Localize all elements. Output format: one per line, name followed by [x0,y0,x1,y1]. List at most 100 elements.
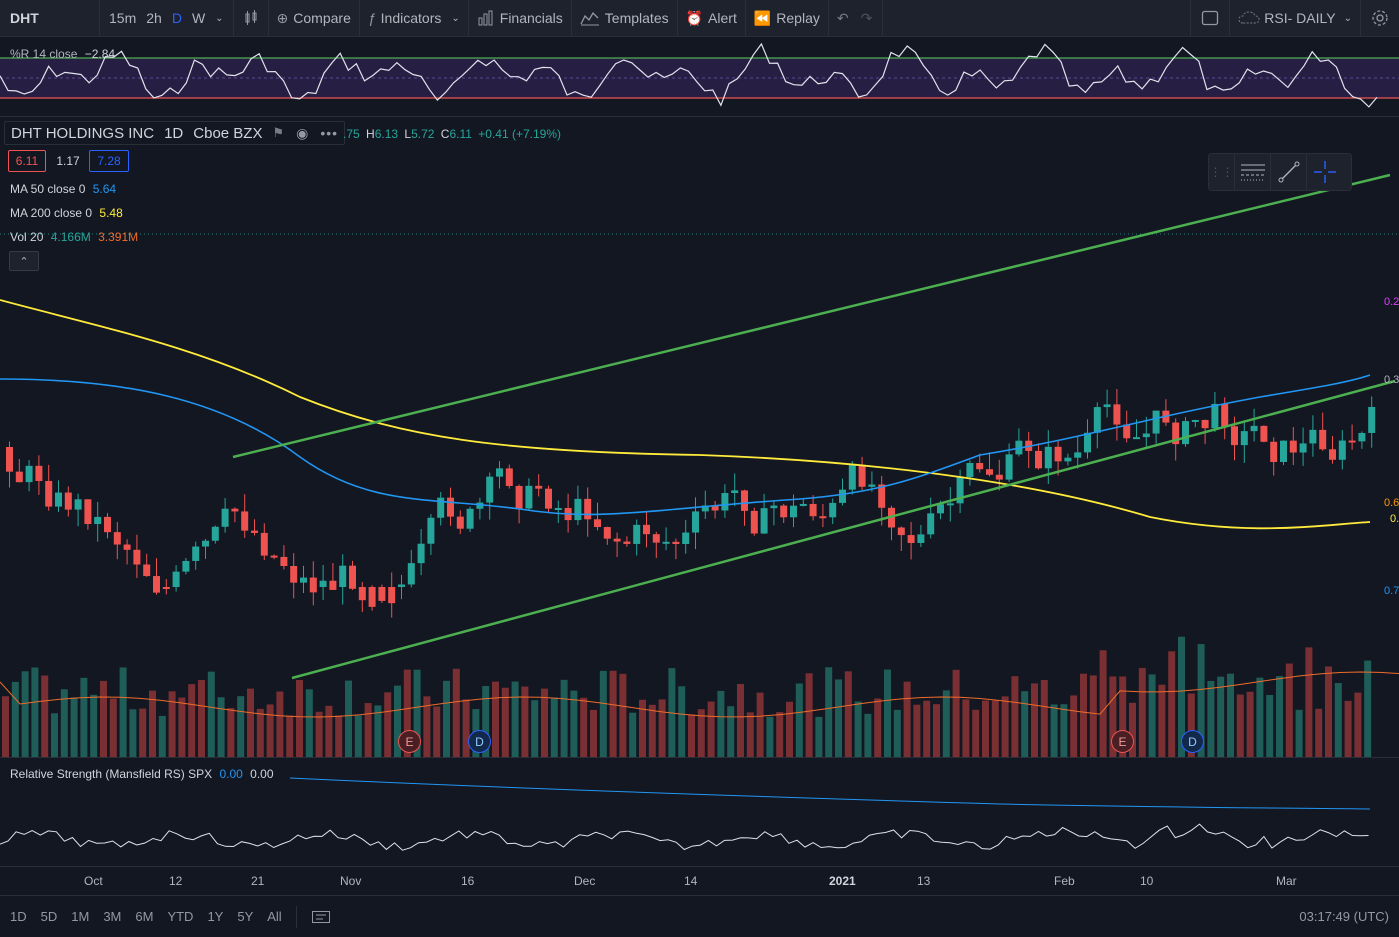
interval-w[interactable]: W [191,10,206,26]
replay-button[interactable]: ⏪ Replay [746,0,829,37]
templates-button[interactable]: Templates [572,0,678,37]
volume-bar [717,690,725,757]
volume-bar [188,684,196,757]
ma200-value: 5.48 [99,206,123,220]
chart-type-button[interactable] [234,0,269,37]
pane-divider[interactable] [0,116,1399,117]
volume-bar [374,705,382,757]
dividend-marker[interactable]: D [468,730,491,753]
candle-body [986,469,993,475]
volume-bar [766,716,774,757]
volume-bar [1315,708,1323,757]
volume-bar [1089,675,1097,757]
pane-divider[interactable] [0,757,1399,758]
eye-icon[interactable]: ◉ [296,124,309,141]
range-all[interactable]: All [267,909,282,924]
candle-body [760,508,768,534]
undo-icon[interactable]: ↶ [836,9,849,26]
candle-body [1054,446,1062,462]
volume-bar [237,696,245,757]
volume-bar [315,711,323,757]
candle-body [711,505,719,511]
williams-r-pane[interactable]: %R 14 close −2.84 [0,38,1399,116]
candle-body [966,462,974,478]
interval-d[interactable]: D [171,10,182,26]
time-axis[interactable]: Oct 12 21 Nov 16 Dec 14 2021 13 Feb 10 M… [0,867,1399,895]
volume-bar [2,696,9,757]
more-dots-icon[interactable]: ••• [320,125,339,141]
crosshair-button[interactable] [1307,154,1343,190]
volume-bar [962,699,970,757]
volume-bar [1266,694,1274,757]
volume-bar [354,715,362,757]
ask-price-box[interactable]: 7.28 [89,150,129,172]
dividend-marker[interactable]: D [1181,730,1204,753]
line-style-button[interactable] [1235,154,1271,190]
volume-bar [364,703,372,757]
settings-button[interactable] [1361,0,1399,37]
collapse-legend-button[interactable]: ⌃ [9,251,39,271]
chevron-down-icon[interactable]: ⌄ [1343,12,1352,24]
volume-bar [100,680,107,757]
candle-body [398,584,405,587]
symbol-title-box[interactable]: DHT HOLDINGS INC 1D Cboe BZX ⚑ ◉ ••• [4,121,346,145]
range-1y[interactable]: 1Y [207,909,224,924]
candle-body [1064,457,1072,462]
range-5d[interactable]: 5D [40,909,58,924]
ma200-label: MA 200 close 0 [10,206,93,220]
main-price-pane[interactable] [0,117,1399,757]
alert-button[interactable]: ⏰ Alert [678,0,746,37]
compare-button[interactable]: ⊕ Compare [269,0,360,37]
price-axis-label: 0.7 [1384,585,1399,597]
indicators-button[interactable]: ƒ Indicators ⌄ [360,0,469,37]
date-range-icon[interactable] [311,909,331,925]
relative-strength-pane[interactable]: Relative Strength (Mansfield RS) SPX 0.0… [0,758,1399,866]
range-1m[interactable]: 1M [71,909,90,924]
chevron-down-icon[interactable]: ⌄ [451,12,460,24]
candle-body [1280,440,1287,463]
volume-bar [1021,691,1029,757]
price-axis-label: 0. [1390,513,1399,525]
ma50-label: MA 50 close 0 [10,182,86,196]
volume-ma-line [0,671,1399,718]
volume-bar [335,715,343,757]
drag-handle-icon[interactable]: ⋮⋮ [1209,154,1235,190]
layout-save-button[interactable]: RSI- DAILY ⌄ [1230,0,1361,37]
range-ytd[interactable]: YTD [167,909,194,924]
redo-icon[interactable]: ↷ [860,9,873,26]
alarm-clock-icon: ⏰ [685,9,704,26]
financials-label: Financials [499,10,563,26]
interval-dropdown-chevron-icon[interactable]: ⌄ [215,12,224,24]
ma50-legend[interactable]: MA 50 close 0 5.64 [10,182,116,196]
volume-bar [31,667,39,757]
earnings-marker[interactable]: E [398,730,421,753]
price-axis-label: 0.2 [1384,296,1399,308]
volume-bar [413,669,421,757]
volume-bar [21,671,29,757]
financials-button[interactable]: Financials [469,0,572,37]
volume-bar [1256,677,1264,757]
interval-15m[interactable]: 15m [109,10,137,26]
fullscreen-button[interactable] [1190,0,1231,37]
bid-price-box[interactable]: 6.11 [8,150,46,172]
earnings-marker[interactable]: E [1111,730,1134,753]
flag-icon[interactable]: ⚑ [272,125,285,140]
volume-legend[interactable]: Vol 20 4.166M 3.391M [10,230,138,244]
utc-clock[interactable]: 03:17:49 (UTC) [1299,909,1389,924]
candle-body [750,510,758,534]
symbol-search[interactable]: DHT [0,0,100,37]
range-6m[interactable]: 6M [135,909,154,924]
candle-body [1240,431,1248,446]
volume-bar [227,708,235,757]
range-3m[interactable]: 3M [103,909,122,924]
candle-body [790,505,797,518]
candle-body [1231,426,1238,446]
ma200-legend[interactable]: MA 200 close 0 5.48 [10,206,123,220]
range-1d[interactable]: 1D [10,909,27,924]
candle-body [74,499,82,510]
interval-2h[interactable]: 2h [146,10,162,26]
pane-divider[interactable] [0,866,1399,867]
trend-line-button[interactable] [1271,154,1307,190]
range-5y[interactable]: 5Y [237,909,254,924]
bottom-toolbar: 1D 5D 1M 3M 6M YTD 1Y 5Y All 03:17:49 (U… [0,895,1399,937]
